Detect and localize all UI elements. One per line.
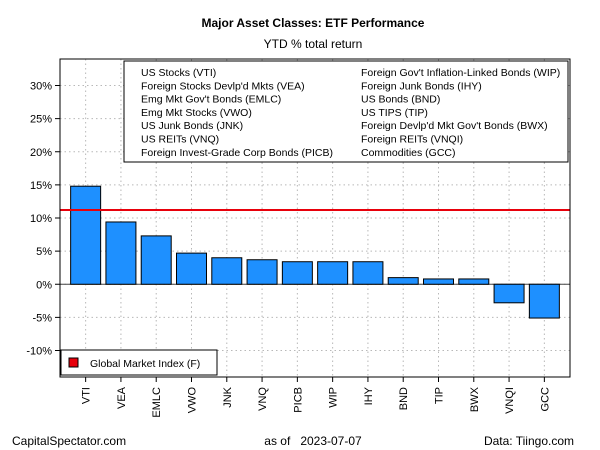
x-tick-label-ihy: IHY (363, 386, 375, 405)
x-tick-label-vwo: VWO (187, 387, 199, 414)
legend-item-right: US Bonds (BND) (361, 94, 440, 106)
y-tick-label: 5% (36, 246, 52, 258)
legend-item-right: Foreign REITs (VNQI) (361, 134, 463, 146)
legend-item-left: US Stocks (VTI) (141, 67, 216, 79)
bar-gcc (528, 283, 560, 319)
legend-item-right: Foreign Gov't Inflation-Linked Bonds (WI… (361, 67, 560, 79)
y-tick-label: 0% (36, 279, 52, 291)
chart-subtitle: YTD % total return (264, 37, 363, 51)
asset-legend: US Stocks (VTI)Foreign Stocks Devlp'd Mk… (123, 60, 569, 163)
legend-item-right: Commodities (GCC) (361, 147, 456, 159)
chart-title: Major Asset Classes: ETF Performance (202, 16, 425, 30)
bar-bnd (387, 277, 419, 285)
footer-source-site: CapitalSpectator.com (12, 434, 126, 448)
legend-item-left: US REITs (VNQ) (141, 134, 219, 146)
gmi-legend-box (60, 349, 218, 376)
x-tick-label-bnd: BND (398, 387, 410, 410)
y-tick-label: 20% (30, 147, 52, 159)
x-tick-label-emlc: EMLC (151, 387, 163, 418)
bar-vea (105, 221, 137, 285)
bar-ihy (352, 261, 384, 285)
global-market-index-legend: Global Market Index (F) (60, 349, 218, 376)
legend-item-right: Foreign Devlp'd Mkt Gov't Bonds (BWX) (361, 120, 548, 132)
gmi-legend-swatch (68, 357, 79, 368)
legend-item-left: Foreign Invest-Grade Corp Bonds (PICB) (141, 147, 333, 159)
x-tick-label-wip: WIP (328, 387, 340, 408)
footer-date: as of 2023-07-07 (264, 434, 362, 448)
bar-emlc (140, 235, 172, 285)
y-tick-label: -5% (32, 312, 52, 324)
x-tick-label-gcc: GCC (539, 387, 551, 412)
bar-vwo (176, 252, 207, 285)
y-tick-label: 30% (30, 81, 52, 93)
x-tick-label-picb: PICB (292, 387, 304, 413)
x-axis-ticks: VTI VEA EMLC VWO JNK VNQ PICB WIP IHY BND TIP BWX VN… (81, 377, 551, 418)
x-tick-label-vnq: VNQ (257, 387, 269, 411)
bar-vnq (246, 259, 278, 285)
y-tick-label: 10% (30, 213, 52, 225)
plot-frame (59, 58, 571, 378)
y-tick-label: 25% (30, 114, 52, 126)
x-tick-label-vnqi: VNQI (504, 387, 516, 414)
legend-item-left: US Junk Bonds (JNK) (141, 120, 243, 132)
bar-vti (70, 185, 102, 285)
bar-tip (423, 278, 454, 285)
gmi-legend-label: Global Market Index (F) (90, 358, 200, 370)
x-tick-label-tip: TIP (434, 387, 446, 404)
x-tick-label-vti: VTI (81, 387, 93, 404)
y-axis-ticks: -10% -5% 0% 5% 10% 15% 20% 25% 30% (26, 81, 60, 358)
x-tick-label-bwx: BWX (469, 386, 481, 412)
y-tick-label: -10% (26, 346, 52, 358)
x-tick-label-jnk: JNK (222, 386, 234, 407)
bars (70, 185, 560, 319)
x-tick-label-vea: VEA (116, 386, 128, 409)
bar-vnqi (493, 283, 525, 304)
legend-item-left: Emg Mkt Gov't Bonds (EMLC) (141, 94, 281, 106)
y-tick-label: 15% (30, 180, 52, 192)
legend-box (123, 60, 569, 163)
bar-wip (317, 261, 349, 285)
bar-bwx (458, 278, 490, 285)
legend-item-left: Foreign Stocks Devlp'd Mkts (VEA) (141, 80, 305, 92)
footer-data-source: Data: Tiingo.com (484, 434, 574, 448)
bar-picb (281, 261, 313, 285)
legend-item-right: Foreign Junk Bonds (IHY) (361, 80, 482, 92)
bar-jnk (211, 257, 243, 285)
legend-item-left: Emg Mkt Stocks (VWO) (141, 107, 252, 119)
legend-item-right: US TIPS (TIP) (361, 107, 428, 119)
